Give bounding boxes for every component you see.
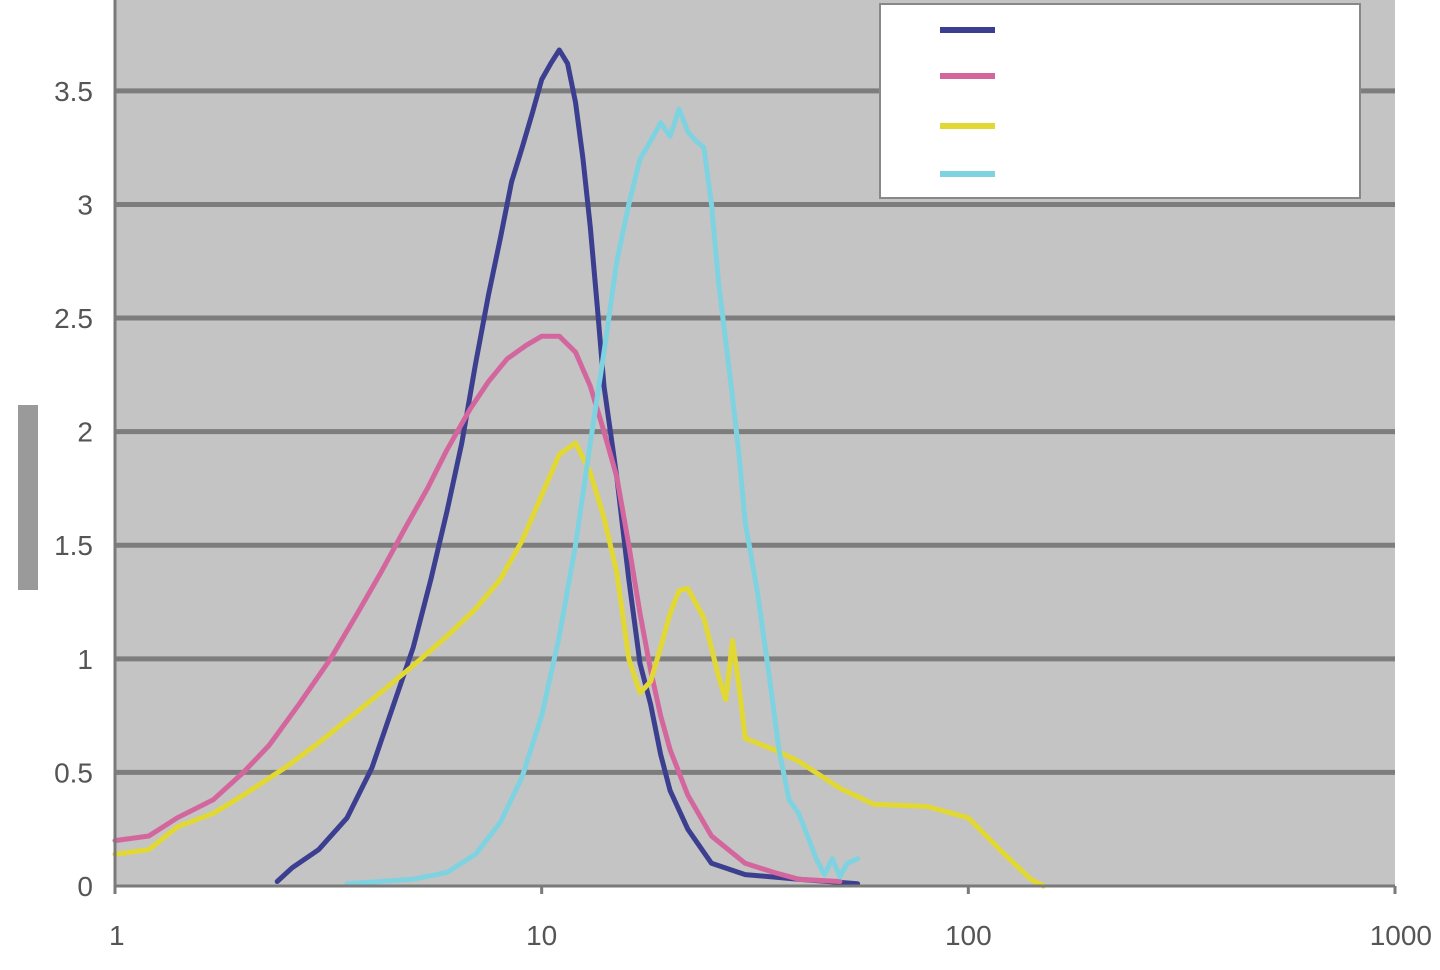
legend xyxy=(879,3,1361,199)
y-tick-label: 3 xyxy=(77,189,93,220)
y-tick-label: 0 xyxy=(77,871,93,902)
series-line-2 xyxy=(112,333,843,884)
y-axis-tick-labels: 0 0.5 1 1.5 2 2.5 3 3.5 xyxy=(54,76,93,902)
y-axis-title xyxy=(18,405,38,590)
x-tick-label: 1000 xyxy=(1370,920,1432,951)
y-tick-label: 2.5 xyxy=(54,303,93,334)
series-line-4 xyxy=(344,106,861,887)
y-tick-label: 2 xyxy=(77,417,93,448)
legend-box xyxy=(879,3,1361,199)
x-tick-label: 10 xyxy=(526,920,557,951)
y-tick-label: 3.5 xyxy=(54,76,93,107)
x-axis-tick-labels: 1 10 100 1000 xyxy=(109,886,1432,951)
y-tick-label: 1.5 xyxy=(54,530,93,561)
series-line-1 xyxy=(274,47,861,887)
y-tick-label: 1 xyxy=(77,644,93,675)
x-tick-label: 1 xyxy=(109,920,125,951)
x-tick-label: 100 xyxy=(945,920,992,951)
series-line-3 xyxy=(112,440,1046,889)
series-layer xyxy=(112,47,1046,889)
y-tick-label: 0.5 xyxy=(54,757,93,788)
